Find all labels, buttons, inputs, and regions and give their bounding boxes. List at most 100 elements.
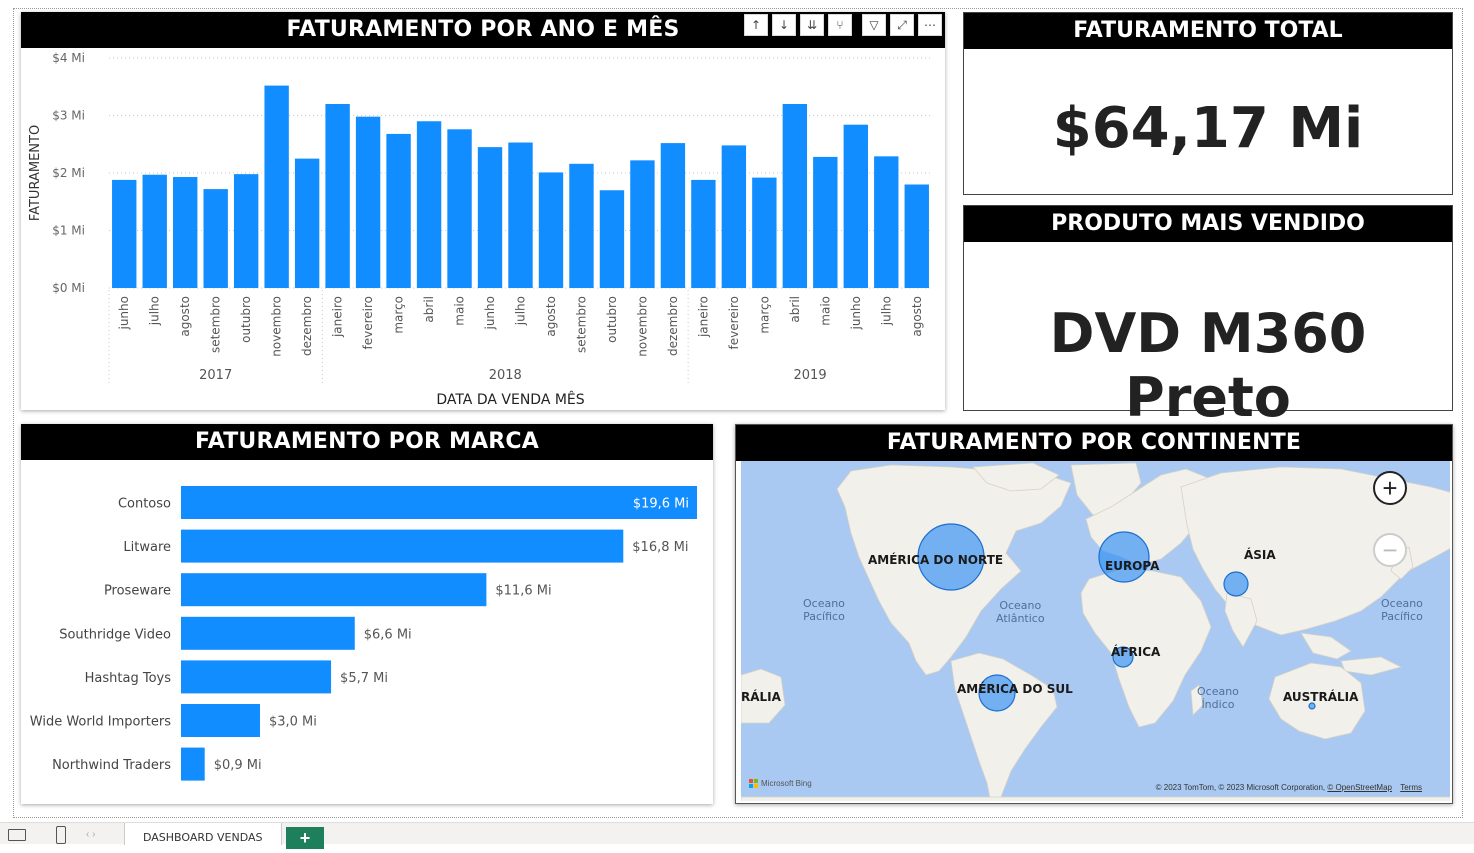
- europe-bubble[interactable]: [1098, 531, 1150, 583]
- terms-link[interactable]: Terms: [1400, 783, 1422, 792]
- phone-view-icon[interactable]: [56, 826, 66, 844]
- zoom-in-button[interactable]: +: [1373, 471, 1407, 505]
- brand-bar: [181, 747, 205, 781]
- openstreetmap-link[interactable]: © OpenStreetMap: [1327, 783, 1392, 792]
- monthly-bar: [264, 85, 289, 288]
- brand-data-label: $16,8 Mi: [632, 540, 688, 555]
- y-tick-label: $0 Mi: [52, 281, 85, 295]
- north-america-bubble[interactable]: [917, 523, 985, 591]
- x-tick-label: abril: [422, 296, 436, 323]
- x-tick-label: setembro: [574, 296, 588, 353]
- more-options-icon[interactable]: ⋯: [918, 14, 942, 36]
- y-tick-label: $1 Mi: [52, 224, 85, 238]
- x-tick-label: julho: [514, 296, 528, 326]
- map-attribution: © 2023 TomTom, © 2023 Microsoft Corporat…: [1156, 783, 1422, 792]
- desktop-view-icon[interactable]: [8, 829, 26, 841]
- y-tick-label: $4 Mi: [52, 51, 85, 65]
- monthly-revenue-chart: $0 Mi $1 Mi $2 Mi $3 Mi $4 Mi FATURAMENTO junh…: [28, 51, 932, 408]
- brand-bar: [181, 573, 487, 607]
- microsoft-logo-icon: [749, 779, 758, 788]
- focus-mode-icon[interactable]: ⤢: [890, 14, 914, 36]
- africa-bubble[interactable]: [1112, 646, 1134, 668]
- monthly-bar: [142, 174, 167, 288]
- monthly-bar: [203, 189, 228, 288]
- x-tick-label: dezembro: [300, 296, 314, 356]
- x-tick-label: agosto: [910, 296, 924, 337]
- brand-category-label: Contoso: [118, 497, 171, 512]
- page-tab-dashboard[interactable]: DASHBOARD VENDAS: [124, 823, 282, 845]
- top-product-value: DVD M360 Preto: [1049, 302, 1367, 429]
- world-map[interactable]: AMÉRICA DO NORTE EUROPA ÁSIA ÁFRICA AMÉR…: [741, 461, 1450, 801]
- double-arrow-down-icon[interactable]: ⇊: [800, 14, 824, 36]
- visual-header-toolbar: ↑ ↓ ⇊ ⑂ ▽ ⤢ ⋯: [744, 14, 942, 38]
- brand-category-label: Proseware: [104, 584, 171, 599]
- monthly-bar: [874, 156, 899, 288]
- x-tick-label: outubro: [605, 296, 619, 343]
- monthly-bar: [416, 121, 442, 288]
- x-tick-label: março: [757, 296, 771, 334]
- brand-category-label: Northwind Traders: [52, 758, 171, 773]
- brand-data-label: $6,6 Mi: [364, 627, 412, 642]
- brand-data-label: $19,6 Mi: [633, 497, 689, 512]
- filter-icon[interactable]: ▽: [862, 14, 886, 36]
- x-tick-label: maio: [818, 296, 832, 326]
- monthly-revenue-visual[interactable]: FATURAMENTO POR ANO E MÊS $0 Mi $1 Mi $2 M…: [21, 12, 945, 410]
- world-map-land: [741, 462, 1450, 801]
- monthly-bar: [782, 104, 808, 288]
- brand-revenue-visual[interactable]: FATURAMENTO POR MARCA Contoso $19,6 Mi Lit…: [21, 424, 713, 804]
- x-tick-label: novembro: [270, 296, 284, 357]
- monthly-bar: [447, 129, 472, 288]
- total-revenue-card[interactable]: FATURAMENTO TOTAL $64,17 Mi: [963, 12, 1453, 195]
- brand-revenue-title: FATURAMENTO POR MARCA: [21, 424, 713, 460]
- x-tick-label: março: [392, 296, 406, 334]
- total-revenue-title: FATURAMENTO TOTAL: [964, 13, 1452, 49]
- brand-data-label: $0,9 Mi: [214, 758, 262, 773]
- monthly-bar: [721, 145, 747, 288]
- monthly-bar: [508, 142, 533, 288]
- top-product-title: PRODUTO MAIS VENDIDO: [964, 206, 1452, 242]
- south-america-bubble[interactable]: [978, 674, 1016, 712]
- south-america-label: AMÉRICA DO SUL: [957, 682, 1073, 696]
- monthly-bar: [294, 158, 320, 288]
- brand-category-label: Southridge Video: [59, 627, 171, 642]
- atlantic-ocean-label: Oceano Atlântico: [996, 599, 1045, 625]
- monthly-bar: [538, 172, 564, 288]
- x-tick-label: junho: [849, 296, 863, 331]
- north-america-label: AMÉRICA DO NORTE: [868, 553, 1004, 567]
- monthly-bar: [691, 179, 716, 288]
- top-product-card[interactable]: PRODUTO MAIS VENDIDO DVD M360 Preto: [963, 205, 1453, 429]
- x-tick-label: fevereiro: [361, 296, 375, 350]
- brand-bar: [181, 529, 624, 563]
- arrow-down-icon[interactable]: ↓: [772, 14, 796, 36]
- x-tick-label: setembro: [209, 296, 223, 353]
- map-copyright: © 2023 TomTom, © 2023 Microsoft Corporat…: [1155, 783, 1326, 792]
- x-tick-label: janeiro: [696, 296, 710, 338]
- monthly-bar: [477, 147, 503, 288]
- expand-hierarchy-icon[interactable]: ⑂: [828, 14, 852, 36]
- y-tick-label: $2 Mi: [52, 166, 85, 180]
- australia-bubble[interactable]: [1308, 702, 1316, 710]
- brand-bar: [181, 616, 355, 650]
- zoom-out-button[interactable]: −: [1373, 533, 1407, 567]
- monthly-bar: [843, 124, 868, 288]
- x-tick-label: abril: [788, 296, 802, 323]
- brand-category-label: Wide World Importers: [30, 715, 171, 730]
- brand-bar: [181, 660, 332, 694]
- monthly-bar: [386, 133, 411, 288]
- continent-revenue-visual[interactable]: FATURAMENTO POR CONTINENTE: [735, 424, 1453, 804]
- x-axis-title: DATA DA VENDA MÊS: [436, 390, 584, 408]
- add-page-button[interactable]: +: [286, 827, 324, 849]
- page-nav-arrows-icon[interactable]: ‹ ›: [86, 829, 96, 840]
- monthly-bar: [173, 177, 198, 288]
- x-tick-label: outubro: [239, 296, 253, 343]
- arrow-up-icon[interactable]: ↑: [744, 14, 768, 36]
- africa-label: ÁFRICA: [1111, 645, 1161, 659]
- x-tick-label: maio: [453, 296, 467, 326]
- brand-data-label: $11,6 Mi: [495, 584, 551, 599]
- monthly-bar: [813, 156, 838, 288]
- monthly-bar: [569, 163, 594, 288]
- asia-bubble[interactable]: [1223, 571, 1249, 597]
- x-tick-label: julho: [879, 296, 893, 326]
- x-tick-label: dezembro: [666, 296, 680, 356]
